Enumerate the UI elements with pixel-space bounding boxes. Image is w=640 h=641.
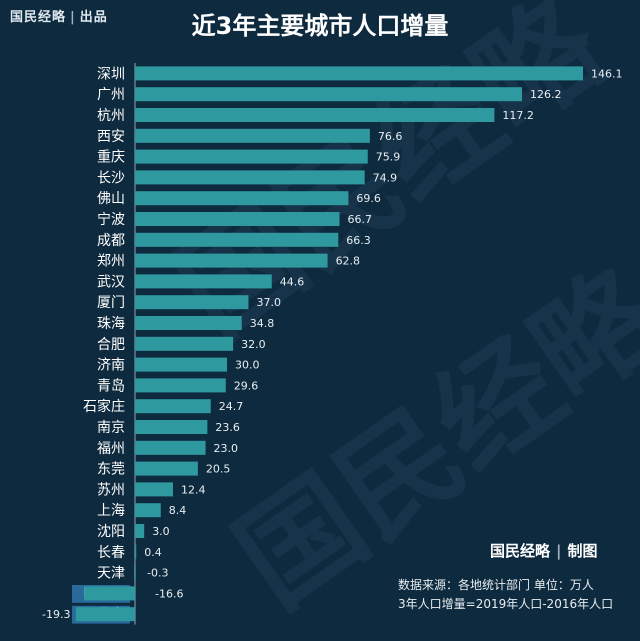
brand-logo-bottom: 国民经略 | 制图 (490, 540, 598, 561)
category-label: 广州 (97, 87, 125, 103)
value-label: 24.7 (219, 400, 244, 413)
brand-name: 国民经略 (490, 542, 551, 560)
bar (84, 586, 135, 601)
category-label: 石家庄 (83, 398, 125, 415)
bar (135, 482, 174, 497)
value-label: 34.8 (250, 317, 275, 330)
category-label: 天津 (97, 566, 125, 582)
value-label: 20.5 (206, 463, 231, 476)
bar (134, 565, 135, 580)
category-label: 佛山 (97, 191, 125, 207)
bar (135, 357, 227, 372)
value-label: 62.8 (336, 255, 361, 268)
formula-text: 3年人口增量=2019年人口-2016年人口 (398, 597, 614, 611)
value-label: 44.6 (280, 275, 305, 288)
value-label: 37.0 (256, 296, 281, 309)
category-label: 上海 (97, 503, 125, 519)
brand-separator: | (556, 542, 562, 560)
source-text: 数据来源：各地统计部门 单位：万人 (398, 578, 594, 592)
bar (135, 108, 495, 122)
value-label: 74.9 (373, 171, 398, 184)
category-label: 深圳 (97, 66, 125, 82)
bar (135, 420, 208, 434)
category-label: 重庆 (97, 150, 125, 166)
bar (135, 274, 272, 289)
value-label: 8.4 (169, 504, 187, 517)
brand-suffix: 制图 (567, 542, 598, 560)
value-label: 29.6 (234, 379, 259, 392)
brand-name: 国民经略 (10, 10, 67, 25)
value-label: 146.1 (591, 67, 623, 80)
bar (135, 503, 161, 518)
value-label: 75.9 (376, 151, 401, 164)
bar (75, 607, 135, 622)
chart-title: 近3年主要城市人口增量 (191, 12, 449, 40)
category-label: 长沙 (97, 170, 125, 186)
category-label: 东莞 (97, 462, 125, 478)
bar (135, 399, 211, 414)
bar (135, 170, 365, 185)
value-label: 126.2 (530, 88, 562, 101)
brand-suffix: 出品 (79, 10, 108, 25)
source-note: 数据来源：各地统计部门 单位：万人 3年人口增量=2019年人口-2016年人口 (398, 576, 613, 614)
bar (135, 544, 137, 559)
category-label: 济南 (97, 358, 125, 374)
value-label: 32.0 (241, 338, 266, 351)
category-label: 武汉 (97, 274, 125, 290)
category-label: 福州 (97, 441, 125, 457)
value-label: 12.4 (181, 483, 206, 496)
category-label: 宁波 (97, 211, 125, 228)
value-label: 3.0 (152, 525, 170, 538)
category-label: 杭州 (97, 108, 125, 124)
bar (135, 295, 249, 310)
bar (135, 253, 328, 268)
value-label: -16.6 (155, 587, 183, 600)
value-label: 30.0 (235, 359, 260, 372)
category-label: 合肥 (97, 337, 125, 353)
category-label: 珠海 (97, 316, 125, 332)
category-label: 青岛 (97, 378, 125, 394)
category-label: 长春 (97, 545, 125, 561)
bar (135, 191, 349, 206)
bar (135, 461, 198, 476)
bar (135, 149, 368, 164)
category-label: 西安 (97, 129, 125, 145)
bar (135, 316, 242, 330)
value-label: 0.4 (144, 546, 162, 559)
value-label: 66.7 (348, 213, 373, 226)
value-label: 117.2 (502, 109, 533, 122)
value-label: 23.0 (214, 442, 239, 455)
value-label: 76.6 (378, 130, 403, 143)
value-label: 23.6 (215, 421, 240, 434)
category-label: 苏州 (97, 482, 125, 498)
bar (135, 66, 583, 81)
value-label: -19.3 (42, 608, 70, 621)
bar (135, 524, 145, 538)
bar (135, 232, 339, 247)
category-label: 成都 (97, 233, 125, 249)
bar (135, 440, 206, 455)
value-label: 66.3 (346, 234, 371, 247)
bar (135, 87, 522, 102)
category-label: 厦门 (97, 295, 125, 311)
value-label: -0.3 (147, 567, 168, 580)
bar (135, 336, 234, 351)
bar (135, 378, 226, 393)
bar (135, 212, 340, 226)
brand-separator: | (70, 10, 76, 25)
value-label: 69.6 (356, 192, 381, 205)
brand-logo-top: 国民经略 | 出品 (10, 6, 108, 25)
category-label: 郑州 (97, 254, 125, 270)
bar (135, 128, 370, 143)
category-label: 沈阳 (97, 524, 125, 540)
category-label: 南京 (97, 420, 125, 436)
